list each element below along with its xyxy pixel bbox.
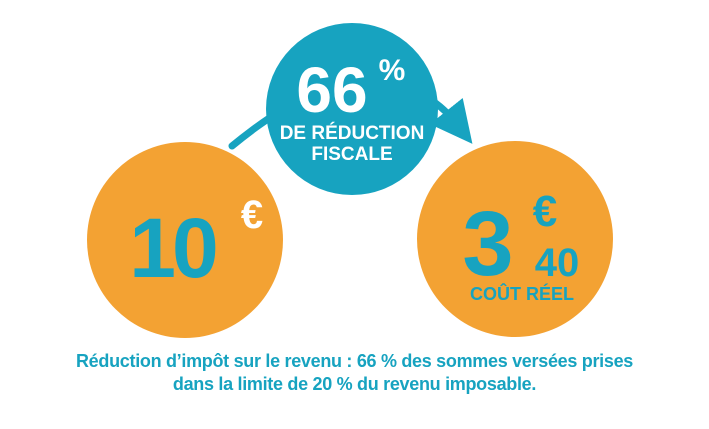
donation-currency: € xyxy=(241,193,263,237)
donation-amount: 10 xyxy=(129,201,216,295)
real-cost-whole: 3 xyxy=(462,193,513,295)
reduction-circle xyxy=(266,23,438,195)
reduction-value: 66 xyxy=(296,54,367,126)
real-cost-circle xyxy=(417,141,613,337)
real-cost-label: COÛT RÉEL xyxy=(470,283,574,304)
footnote-line-2: dans la limite de 20 % du revenu imposab… xyxy=(172,374,537,394)
reduction-percent: % xyxy=(379,54,406,87)
reduction-label-line2: FISCALE xyxy=(311,144,392,165)
real-cost-cents: 40 xyxy=(535,241,580,285)
footnote-line-1: Réduction d’impôt sur le revenu : 66 % d… xyxy=(75,351,634,371)
real-cost-currency: € xyxy=(533,187,557,236)
reduction-label-line1: DE RÉDUCTION xyxy=(280,122,425,144)
donation-circle xyxy=(87,142,283,338)
